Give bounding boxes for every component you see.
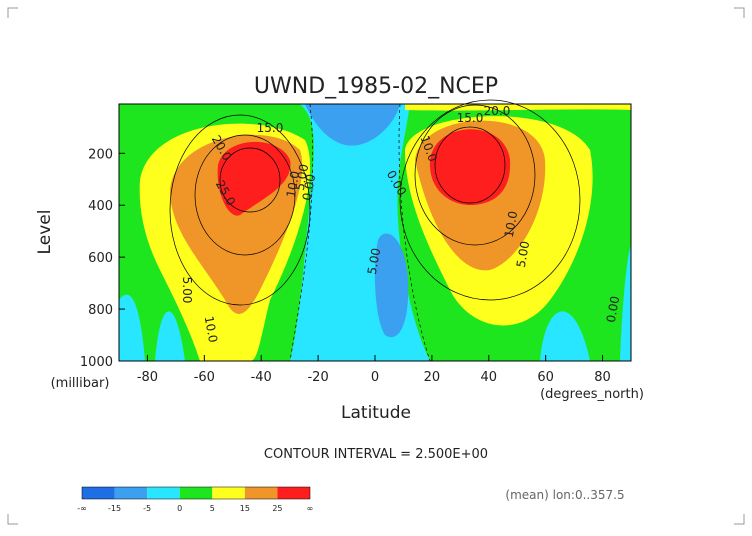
x-tick-label: -40 xyxy=(251,370,272,385)
y-unit: (millibar) xyxy=(51,376,110,391)
chart-title: UWND_1985-02_NCEP xyxy=(254,74,498,99)
contour-label: 10.0 xyxy=(284,170,302,199)
contour-label: 10.0 xyxy=(502,210,520,239)
colorbar-swatch xyxy=(114,487,148,499)
contour-label: 5.00 xyxy=(293,163,311,192)
x-unit: (degrees_north) xyxy=(540,387,644,402)
colorbar-label: 25 xyxy=(272,504,282,513)
x-axis-label: Latitude xyxy=(341,403,411,423)
colorbar-swatch xyxy=(244,487,278,499)
x-tick-label: -80 xyxy=(137,370,158,385)
colorbar-swatch xyxy=(82,487,115,499)
x-tick-label: 40 xyxy=(481,370,498,385)
colorbar-label: 0 xyxy=(177,504,182,513)
colorbar-label: 15 xyxy=(240,504,250,513)
x-tick-label: 80 xyxy=(594,370,611,385)
colorbar-frame xyxy=(81,486,311,500)
colorbar-swatch xyxy=(212,487,245,499)
colorbar-swatch xyxy=(277,487,310,499)
contour-label: 20.0 xyxy=(484,104,511,118)
colorbar-label: 5 xyxy=(210,504,215,513)
footnote: (mean) lon:0..357.5 xyxy=(505,488,624,502)
x-tick-label: 20 xyxy=(424,370,441,385)
x-tick-label: -60 xyxy=(194,370,215,385)
colorbar-swatch xyxy=(179,487,213,499)
contour-label: 0.00 xyxy=(604,295,622,324)
contour-label: 15.0 xyxy=(457,111,484,125)
y-tick-label: 400 xyxy=(88,199,113,214)
colorbar-label: -∞ xyxy=(77,504,87,513)
y-tick-label: 800 xyxy=(88,303,113,318)
colorbar: -∞ -15 -5 0 5 15 25 ∞ xyxy=(77,486,314,513)
y-tick-label: 1000 xyxy=(80,355,113,370)
contour-label: 10.0 xyxy=(202,315,220,344)
contour-label: 15.0 xyxy=(257,121,284,135)
x-tick-label: -20 xyxy=(307,370,328,385)
colorbar-label: -15 xyxy=(108,504,121,513)
contour-label: 5.00 xyxy=(180,277,194,304)
contour-label: 5.00 xyxy=(514,240,532,269)
colorbar-swatch xyxy=(147,487,180,499)
y-axis-label: Level xyxy=(35,210,55,255)
colorbar-label: ∞ xyxy=(307,504,314,513)
contour-field xyxy=(119,104,631,361)
page-corners xyxy=(7,7,745,525)
contour-label: 0.00 xyxy=(300,173,318,202)
contour-lines xyxy=(169,99,581,362)
contour-interval: CONTOUR INTERVAL = 2.500E+00 xyxy=(264,447,488,462)
x-tick-label: 0 xyxy=(371,370,379,385)
colorbar-label: -5 xyxy=(143,504,151,513)
y-tick-label: 200 xyxy=(88,147,113,162)
x-tick-label: 60 xyxy=(537,370,554,385)
contour-label: 5.00 xyxy=(365,247,383,276)
y-tick-label: 600 xyxy=(88,251,113,266)
